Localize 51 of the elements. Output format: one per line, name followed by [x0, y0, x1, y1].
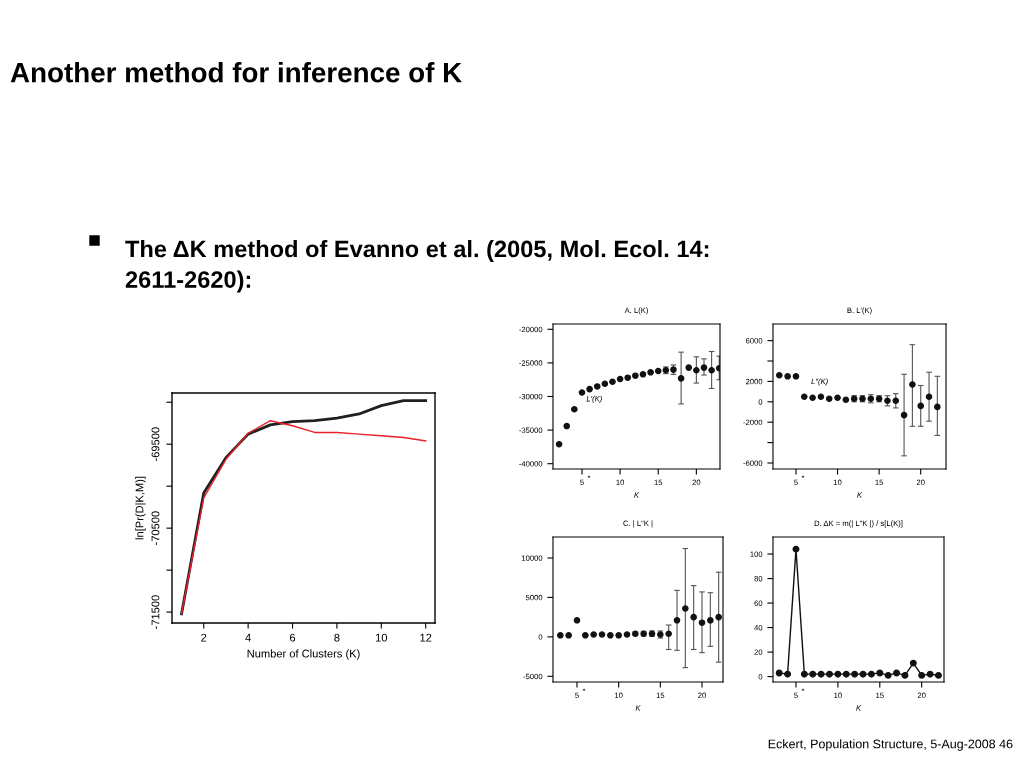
point	[677, 375, 685, 382]
point	[918, 671, 926, 679]
point	[917, 402, 925, 410]
point	[826, 670, 833, 678]
point	[693, 367, 700, 374]
point	[817, 670, 825, 678]
text: Another method for inference of K	[10, 62, 462, 83]
text: Eckert, Population Structure, 5-Aug-2008 46	[768, 739, 1013, 751]
point	[901, 671, 909, 679]
x-tick-label: 4	[245, 633, 251, 642]
point	[682, 605, 689, 612]
point	[715, 613, 722, 621]
point	[934, 671, 942, 679]
x-tick-label: 2	[201, 633, 207, 642]
point	[690, 613, 697, 621]
point	[707, 617, 714, 624]
x-tick-label: 6	[289, 633, 296, 642]
point	[784, 670, 792, 678]
point	[792, 545, 800, 553]
point	[893, 669, 901, 677]
point	[926, 670, 934, 678]
point	[909, 659, 917, 667]
x-tick-label: 8	[334, 633, 340, 642]
point	[851, 670, 859, 678]
point	[876, 669, 884, 677]
point	[867, 670, 875, 678]
point	[900, 411, 908, 419]
point	[809, 670, 817, 678]
point	[909, 381, 916, 388]
x-tick-label: 12	[420, 633, 432, 642]
point	[700, 364, 708, 371]
point	[775, 669, 783, 677]
y-tick-label: -71500	[151, 595, 160, 629]
point	[698, 619, 706, 626]
point	[892, 397, 900, 405]
point	[834, 670, 842, 678]
point	[673, 617, 681, 624]
point	[800, 670, 808, 678]
y-tick-label: -70500	[151, 511, 160, 545]
x-tick-label: 10	[375, 633, 388, 642]
y-axis-title: ln[Pr(D|K,M)]	[135, 476, 146, 540]
text: The ΔK method of Evanno et al. (2005, Mol. Ecol. 14: 2611-2620):	[125, 240, 709, 293]
point	[708, 367, 715, 374]
y-tick-label: -69500	[151, 427, 160, 462]
x-axis-title: Number of Clusters (K)	[247, 649, 360, 660]
point	[859, 670, 867, 678]
point	[934, 403, 941, 411]
point	[842, 670, 850, 678]
point	[925, 393, 933, 400]
point	[665, 630, 672, 638]
point	[884, 671, 892, 679]
